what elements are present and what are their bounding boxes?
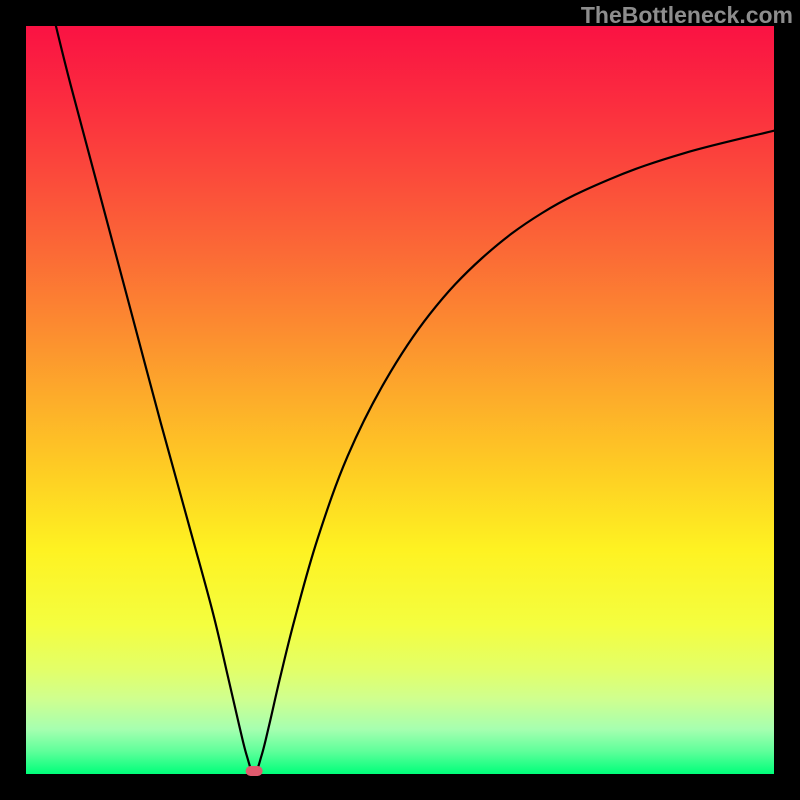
bottleneck-curve — [0, 0, 800, 800]
watermark-text: TheBottleneck.com — [581, 2, 793, 29]
chart-canvas: TheBottleneck.com — [0, 0, 800, 800]
bottleneck-curve-path — [56, 26, 774, 774]
optimal-point-marker — [246, 766, 263, 776]
